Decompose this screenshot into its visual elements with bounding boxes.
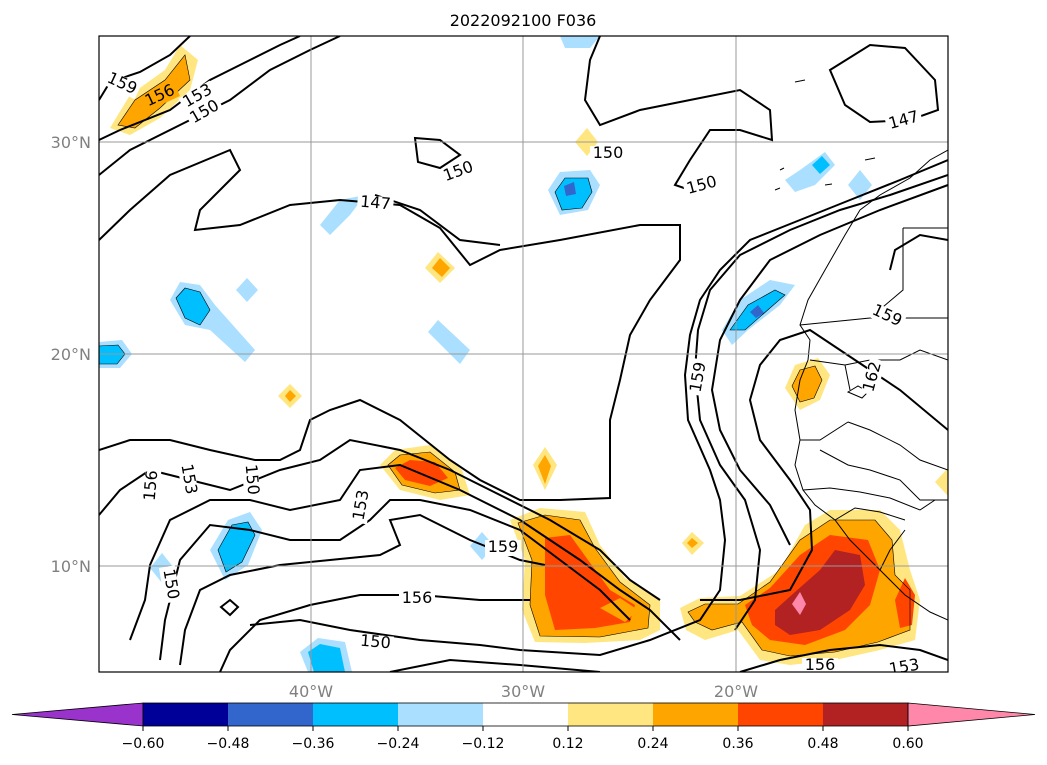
contour-top-right bbox=[828, 43, 940, 124]
colorbar-segment bbox=[143, 703, 228, 726]
contour-159-channel bbox=[249, 159, 948, 657]
shade-positive bbox=[792, 366, 822, 402]
contour-labels: 159 156 153 150 147 150 150 147 150 159 … bbox=[101, 68, 924, 679]
contour-label: 156 bbox=[402, 588, 433, 607]
contour-lower-4 bbox=[179, 513, 546, 666]
contour-lower-2 bbox=[129, 463, 681, 641]
plot-area: 159 156 153 150 147 150 150 147 150 159 … bbox=[99, 36, 948, 679]
contour-147 bbox=[374, 194, 501, 246]
contour-label: 159 bbox=[488, 537, 519, 556]
shade-negative bbox=[218, 522, 255, 572]
colorbar-tick-label: 0.12 bbox=[552, 736, 583, 752]
shade-negative bbox=[848, 170, 872, 200]
contour-159 bbox=[99, 36, 191, 101]
contour-right-arc bbox=[889, 233, 948, 271]
contour-label: 147 bbox=[359, 192, 391, 214]
height-contours bbox=[99, 36, 948, 672]
lat-label-10n: 10°N bbox=[51, 557, 91, 576]
contour-label: 150 bbox=[359, 631, 391, 653]
plot-frame bbox=[98, 35, 949, 673]
colorbar-tick-label: 0.24 bbox=[637, 736, 668, 752]
colorbar-outline bbox=[142, 702, 909, 727]
lon-label-40w: 40°W bbox=[289, 682, 333, 701]
lon-label-20w: 20°W bbox=[714, 682, 758, 701]
contour-156-channel bbox=[693, 174, 948, 631]
colorbar-segment bbox=[653, 703, 738, 726]
contour-156 bbox=[99, 36, 301, 141]
colorbar-segment bbox=[568, 703, 653, 726]
lon-label-30w: 30°W bbox=[501, 682, 545, 701]
contour-label: 156 bbox=[805, 655, 836, 674]
colorbar-segment bbox=[313, 703, 398, 726]
colorbar-tick-label: −0.48 bbox=[207, 736, 250, 752]
contour-top-left bbox=[583, 36, 774, 191]
shade-negative bbox=[560, 36, 600, 48]
gridlines bbox=[99, 36, 948, 672]
colorbar-segment bbox=[398, 703, 483, 726]
colorbar-tick-label: 0.36 bbox=[722, 736, 753, 752]
shade-positive bbox=[687, 538, 698, 548]
shade-negative bbox=[176, 288, 210, 325]
colorbar-tick-label: −0.12 bbox=[462, 736, 505, 752]
shade-negative bbox=[320, 195, 365, 235]
shade-negative bbox=[236, 278, 258, 302]
colorbar-segment bbox=[823, 703, 908, 726]
colorbar-tick-label: 0.60 bbox=[892, 736, 923, 752]
shade-negative bbox=[428, 320, 470, 364]
contour-label: 150 bbox=[593, 143, 624, 162]
contour-162 bbox=[710, 184, 948, 546]
coastlines bbox=[774, 79, 948, 621]
map-title: 2022092100 F036 bbox=[450, 11, 597, 30]
border bbox=[799, 227, 948, 571]
shade-positive bbox=[935, 468, 948, 496]
contour-bottom bbox=[389, 658, 601, 672]
contour-label: 150 bbox=[242, 463, 264, 495]
africa-coast bbox=[794, 149, 948, 621]
colorbar-tick-label: −0.60 bbox=[122, 736, 165, 752]
contour-label: 156 bbox=[140, 469, 162, 501]
contour-label: 153 bbox=[887, 655, 920, 679]
contour-153-channel bbox=[700, 328, 948, 601]
colorbar-extend-low bbox=[11, 702, 144, 727]
contour-153 bbox=[99, 36, 341, 176]
shading-outlines bbox=[99, 54, 911, 657]
contour-150 bbox=[99, 148, 681, 501]
contour-lower-3 bbox=[159, 499, 631, 661]
colorbar-tick-label: 0.48 bbox=[807, 736, 838, 752]
colorbar: −0.60 −0.48 −0.36 −0.24 −0.12 0.12 0.24 0.36 0.4… bbox=[11, 702, 1036, 752]
lat-label-20n: 20°N bbox=[51, 345, 91, 364]
colorbar-segment bbox=[483, 703, 568, 726]
colorbar-tick-label: −0.24 bbox=[377, 736, 420, 752]
shade-positive bbox=[285, 390, 296, 402]
shade-negative bbox=[750, 305, 764, 318]
shade-negative bbox=[308, 644, 345, 672]
contour-lower-5 bbox=[219, 594, 530, 672]
shade-positive bbox=[775, 550, 865, 635]
contour-150-small bbox=[413, 136, 462, 170]
canary-islands bbox=[774, 79, 876, 191]
shade-positive bbox=[792, 592, 806, 615]
colorbar-tick-label: −0.36 bbox=[292, 736, 335, 752]
shade-positive bbox=[432, 258, 450, 277]
colorbar-segment bbox=[228, 703, 313, 726]
contour-lower-1 bbox=[99, 438, 661, 601]
contour-bottom-right bbox=[739, 643, 948, 672]
lat-label-30n: 30°N bbox=[51, 133, 91, 152]
shade-negative bbox=[564, 182, 576, 196]
shade-positive bbox=[538, 455, 551, 484]
colorbar-extend-high bbox=[907, 702, 1036, 727]
shade-negative bbox=[812, 156, 830, 174]
colorbar-segment bbox=[738, 703, 823, 726]
